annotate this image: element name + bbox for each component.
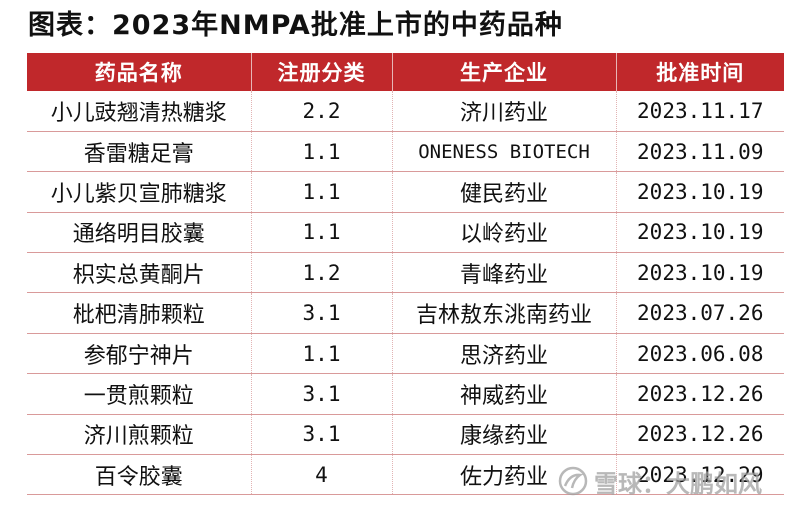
table-row: 济川煎颗粒 3.1 康缘药业 2023.12.26 xyxy=(27,414,784,455)
drug-name-cell: 香雷糖足膏 xyxy=(83,141,194,167)
approval-date-cell: 2023.10.19 xyxy=(615,252,784,293)
manufacturer-cell: 吉林敖东洮南药业 xyxy=(391,292,616,334)
approval-date-cell: 2023.10.19 xyxy=(615,212,784,253)
registration-class-cell: 4 xyxy=(250,454,392,495)
approval-date-cell: 2023.12.26 xyxy=(615,373,784,415)
page-title: 图表：2023年NMPA批准上市的中药品种 xyxy=(28,10,563,41)
approval-date-cell: 2023.12.29 xyxy=(615,454,784,495)
drug-table: 药品名称 注册分类 生产企业 批准时间 小儿豉翘清热糖浆 2.2 济川药业 2023.… xyxy=(27,53,784,495)
manufacturer-cell: 佐力药业 xyxy=(391,454,616,495)
registration-class-cell: 1.2 xyxy=(250,252,392,293)
approval-date-cell: 2023.10.19 xyxy=(615,171,784,213)
approval-date-cell: 2023.06.08 xyxy=(615,333,784,374)
drug-name-cell: 枳实总黄酮片 xyxy=(72,262,205,288)
header-registration-class: 注册分类 xyxy=(250,53,392,91)
table-row: 一贯煎颗粒 3.1 神威药业 2023.12.26 xyxy=(27,373,784,415)
table-row: 通络明目胶囊 1.1 以岭药业 2023.10.19 xyxy=(27,212,784,253)
drug-name-cell: 百令胶囊 xyxy=(94,464,183,490)
table-row: 枇杷清肺颗粒 3.1 吉林敖东洮南药业 2023.07.26 xyxy=(27,292,784,334)
manufacturer-cell: 济川药业 xyxy=(391,91,616,132)
table-row: 小儿紫贝宣肺糖浆 1.1 健民药业 2023.10.19 xyxy=(27,171,784,213)
header-approval-date: 批准时间 xyxy=(615,53,784,91)
registration-class-cell: 1.1 xyxy=(250,212,392,253)
header-drug-name: 药品名称 xyxy=(27,53,251,91)
approval-date-cell: 2023.07.26 xyxy=(615,292,784,334)
registration-class-cell: 1.1 xyxy=(250,333,392,374)
drug-name-cell: 一贯煎颗粒 xyxy=(83,383,194,409)
drug-name-cell: 小儿豉翘清热糖浆 xyxy=(50,100,227,126)
registration-class-cell: 3.1 xyxy=(250,373,392,415)
table-body: 小儿豉翘清热糖浆 2.2 济川药业 2023.11.17 香雷糖足膏 1.1 ONENESS… xyxy=(27,91,784,495)
registration-class-cell: 1.1 xyxy=(250,171,392,213)
table-row: 百令胶囊 4 佐力药业 2023.12.29 xyxy=(27,454,784,495)
approval-date-cell: 2023.11.17 xyxy=(615,91,784,132)
drug-name-cell: 济川煎颗粒 xyxy=(83,424,194,450)
table-row: 小儿豉翘清热糖浆 2.2 济川药业 2023.11.17 xyxy=(27,91,784,132)
drug-table-container: 药品名称 注册分类 生产企业 批准时间 小儿豉翘清热糖浆 2.2 济川药业 2023.… xyxy=(27,53,784,495)
header-manufacturer: 生产企业 xyxy=(391,53,616,91)
manufacturer-cell: 青峰药业 xyxy=(391,252,616,293)
registration-class-cell: 3.1 xyxy=(250,414,392,455)
manufacturer-cell: 以岭药业 xyxy=(391,212,616,253)
manufacturer-cell: 康缘药业 xyxy=(391,414,616,455)
registration-class-cell: 3.1 xyxy=(250,292,392,334)
approval-date-cell: 2023.11.09 xyxy=(615,131,784,172)
table-row: 参郁宁神片 1.1 思济药业 2023.06.08 xyxy=(27,333,784,374)
header-row: 药品名称 注册分类 生产企业 批准时间 xyxy=(27,53,784,91)
registration-class-cell: 1.1 xyxy=(250,131,392,172)
drug-name-cell: 枇杷清肺颗粒 xyxy=(72,303,205,329)
manufacturer-cell: 健民药业 xyxy=(391,171,616,213)
registration-class-cell: 2.2 xyxy=(250,91,392,132)
table-row: 枳实总黄酮片 1.2 青峰药业 2023.10.19 xyxy=(27,252,784,293)
drug-name-cell: 通络明目胶囊 xyxy=(72,222,205,248)
drug-name-cell: 小儿紫贝宣肺糖浆 xyxy=(50,181,227,207)
drug-name-cell: 参郁宁神片 xyxy=(83,343,194,369)
manufacturer-cell: ONENESS BIOTECH xyxy=(391,131,616,172)
table-header: 药品名称 注册分类 生产企业 批准时间 xyxy=(27,53,784,91)
approval-date-cell: 2023.12.26 xyxy=(615,414,784,455)
table-row: 香雷糖足膏 1.1 ONENESS BIOTECH 2023.11.09 xyxy=(27,131,784,172)
manufacturer-cell: 思济药业 xyxy=(391,333,616,374)
manufacturer-cell: 神威药业 xyxy=(391,373,616,415)
